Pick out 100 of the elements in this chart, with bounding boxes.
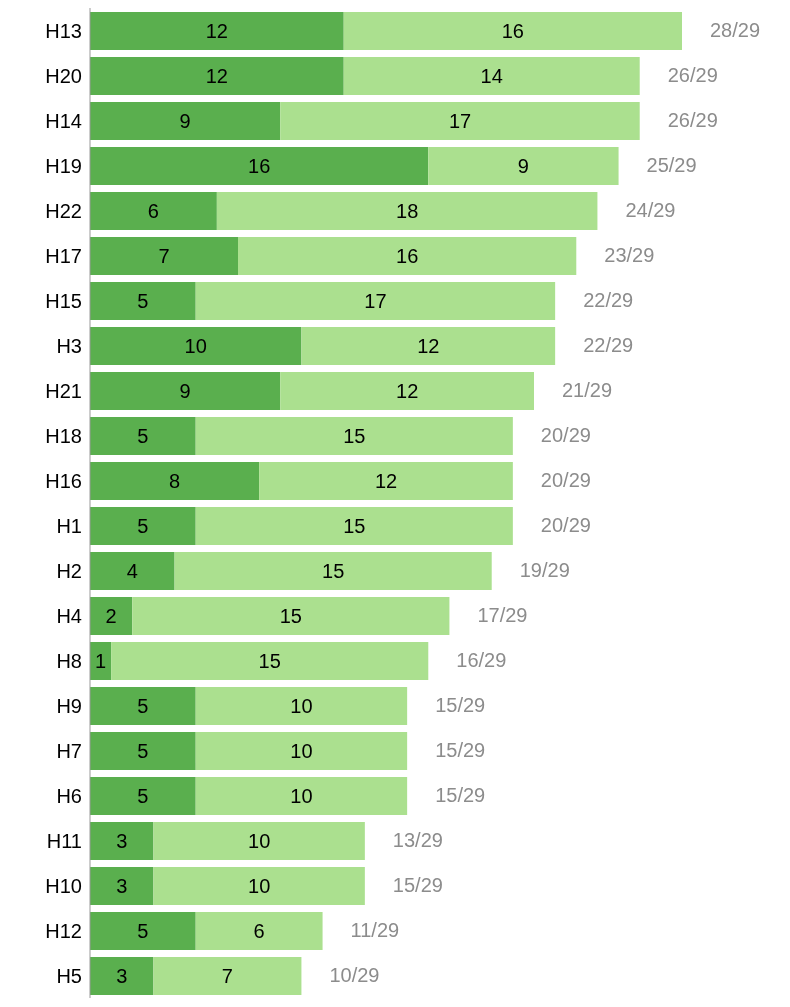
data-label: 18 <box>396 200 419 223</box>
y-tick-label: H14 <box>45 109 82 132</box>
bar <box>174 552 492 590</box>
bar <box>195 417 513 455</box>
bar <box>153 867 365 905</box>
bar <box>90 507 196 545</box>
total-label: 23/29 <box>604 244 655 266</box>
data-label: 10 <box>290 785 313 808</box>
total-label: 15/29 <box>435 694 486 716</box>
total-label: 13/29 <box>392 829 443 851</box>
data-label: 5 <box>137 785 149 808</box>
bar <box>90 687 196 725</box>
y-tick-label: H18 <box>45 424 82 447</box>
total-label: 11/29 <box>350 919 400 941</box>
data-label: 3 <box>116 965 128 988</box>
data-label: 15 <box>322 560 345 583</box>
y-tick-label: H5 <box>56 964 82 987</box>
y-tick-label: H10 <box>45 874 82 897</box>
y-tick-label: H8 <box>56 649 82 672</box>
y-tick-label: H2 <box>56 559 82 582</box>
total-label: 26/29 <box>667 64 718 86</box>
data-label: 6 <box>147 200 159 223</box>
data-label: 15 <box>258 650 281 673</box>
bar <box>90 552 175 590</box>
bar <box>343 12 682 50</box>
total-label: 17/29 <box>477 604 528 626</box>
data-label: 7 <box>158 245 170 268</box>
y-tick-label: H6 <box>56 784 82 807</box>
data-label: 5 <box>137 290 149 313</box>
bar <box>195 777 408 815</box>
bar <box>153 957 302 995</box>
data-label: 16 <box>396 245 419 268</box>
data-label: 12 <box>374 470 398 493</box>
total-label: 22/29 <box>583 289 634 311</box>
bar <box>90 12 344 50</box>
total-label: 20/29 <box>540 514 591 536</box>
bar <box>90 597 133 635</box>
data-label: 17 <box>364 290 387 313</box>
total-label: 15/29 <box>435 784 486 806</box>
data-label: 9 <box>179 380 191 403</box>
bar <box>90 462 260 500</box>
y-tick-label: H12 <box>45 919 82 942</box>
data-label: 4 <box>126 560 138 583</box>
y-tick-label: H17 <box>45 244 82 267</box>
bar <box>90 912 196 950</box>
bar <box>343 57 640 95</box>
data-label: 2 <box>105 605 117 628</box>
data-label: 5 <box>137 920 149 943</box>
bar <box>111 642 429 680</box>
y-tick-label: H20 <box>45 64 82 87</box>
y-tick-label: H21 <box>45 379 82 402</box>
bar <box>90 732 196 770</box>
y-tick-label: H13 <box>45 19 82 42</box>
data-label: 3 <box>116 875 128 898</box>
data-label: 10 <box>290 695 313 718</box>
data-label: 12 <box>417 335 440 358</box>
bar <box>195 507 513 545</box>
data-label: 9 <box>179 110 191 133</box>
data-label: 5 <box>137 740 149 763</box>
total-label: 21/29 <box>562 379 613 401</box>
bar <box>238 237 577 275</box>
bar <box>195 282 556 320</box>
data-label: 5 <box>137 425 149 448</box>
data-label: 6 <box>253 920 265 943</box>
bar <box>90 57 344 95</box>
data-label: 3 <box>116 830 128 853</box>
data-label: 17 <box>448 110 472 133</box>
data-label: 16 <box>248 155 271 178</box>
bar <box>195 687 408 725</box>
data-label: 12 <box>205 20 228 43</box>
data-label: 10 <box>248 875 271 898</box>
bar <box>90 822 154 860</box>
data-label: 12 <box>396 380 419 403</box>
bar <box>90 957 154 995</box>
total-label: 20/29 <box>540 424 591 446</box>
bar <box>90 777 196 815</box>
data-label: 9 <box>517 155 529 178</box>
data-label: 1 <box>95 650 107 673</box>
total-label: 19/29 <box>519 559 570 581</box>
bar <box>90 237 238 275</box>
bar <box>90 282 196 320</box>
bar <box>132 597 450 635</box>
y-tick-label: H16 <box>45 469 82 492</box>
bar <box>280 372 534 410</box>
data-label: 10 <box>290 740 313 763</box>
bar <box>90 417 196 455</box>
y-tick-label: H7 <box>56 739 82 762</box>
bar <box>90 327 302 365</box>
data-label: 12 <box>205 65 228 88</box>
bar <box>153 822 365 860</box>
bar <box>90 147 429 185</box>
data-label: 14 <box>480 65 503 88</box>
y-tick-label: H1 <box>56 514 82 537</box>
total-label: 20/29 <box>540 469 591 491</box>
bar <box>216 192 598 230</box>
total-label: 16/29 <box>456 649 507 671</box>
bar <box>90 372 281 410</box>
data-label: 15 <box>343 515 366 538</box>
bar <box>280 102 640 140</box>
data-label: 16 <box>501 20 524 43</box>
